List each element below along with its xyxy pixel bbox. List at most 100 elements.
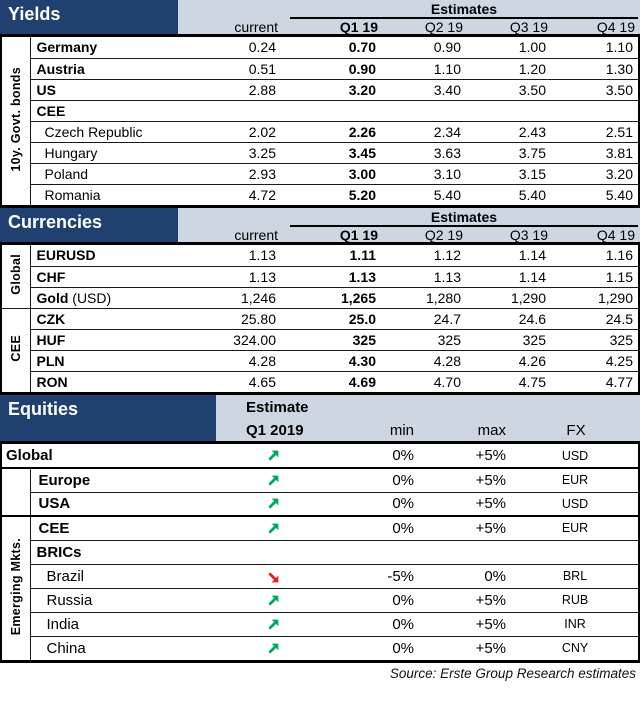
row-label: CHF (30, 265, 178, 287)
trend-up-icon (265, 641, 281, 657)
row-label: BRICs (30, 539, 639, 564)
value-cell: 3.50 (466, 78, 551, 100)
currencies-col-current: current (234, 227, 278, 243)
value-cell: 1,290 (551, 286, 638, 308)
equities-header-band: Estimate Q1 2019 min max FX (216, 395, 640, 441)
yields-table: 10y. Govt. bonds Germany 0.24 0.70 0.90 1.00 1… (0, 37, 640, 208)
yields-header: Yields Estimates current Q1 19 Q2 19 Q3 … (0, 0, 640, 37)
estimate-cell (216, 515, 331, 540)
max-cell: +5% (420, 491, 513, 516)
currencies-side-label: CEE (2, 307, 31, 392)
value-cell: 1.20 (466, 57, 551, 79)
value-cell: 25.0 (281, 307, 381, 329)
estimate-cell (216, 444, 330, 468)
row-label: Brazil (30, 563, 217, 588)
max-cell: +5% (420, 635, 513, 660)
fx-cell: BRL (512, 563, 639, 588)
row-label: CEE (30, 515, 217, 540)
row-label: Hungary (30, 141, 178, 163)
value-cell: 325 (281, 328, 381, 350)
value-cell: 3.00 (281, 162, 381, 184)
estimate-cell (216, 467, 331, 492)
row-label: PLN (30, 349, 178, 371)
currencies-col-q4: Q4 19 (596, 227, 635, 243)
equities-side-label: Emerging Mkts. (2, 515, 31, 660)
value-cell: 2.26 (281, 120, 381, 142)
equities-table: Global 0% +5% USD Europe 0% +5% EUR USA 0% +5% USD E… (0, 444, 640, 663)
value-cell: 3.25 (178, 141, 281, 163)
estimate-cell (216, 611, 331, 636)
value-cell: 4.25 (551, 349, 638, 371)
yields-side-label: 10y. Govt. bonds (2, 37, 31, 205)
value-cell: 0.24 (248, 39, 276, 56)
row-label: Poland (30, 162, 178, 184)
yields-col-current: current (234, 19, 278, 35)
currencies-col-q2: Q2 19 (424, 227, 463, 243)
min-cell: 0% (330, 635, 421, 660)
value-cell: 24.7 (381, 307, 466, 329)
value-cell: 4.70 (381, 370, 466, 392)
yields-col-q3: Q3 19 (509, 19, 548, 35)
currencies-table: Global EURUSD 1.13 1.11 1.12 1.14 1.16 CHF 1.13 1… (0, 245, 640, 395)
value-cell: 2.88 (178, 78, 281, 100)
value-cell: 3.40 (381, 78, 466, 100)
equities-section: Equities Estimate Q1 2019 min max FX Glo… (0, 395, 640, 663)
value-cell: 3.15 (466, 162, 551, 184)
min-cell: 0% (330, 587, 421, 612)
currencies-side-label-text: Global (8, 254, 23, 296)
value-cell: 4.75 (466, 370, 551, 392)
row-label: Russia (30, 587, 217, 612)
value-cell: 4.72 (178, 183, 281, 205)
max-cell: +5% (475, 447, 507, 464)
equities-estimate-label: Estimate (246, 399, 309, 416)
fx-cell: INR (512, 611, 639, 636)
value-cell: 2.02 (178, 120, 281, 142)
value-cell: 324.00 (178, 328, 281, 350)
equities-col-q1-2019: Q1 2019 (246, 422, 304, 439)
currencies-section: Currencies Estimates current Q1 19 Q2 19… (0, 208, 640, 395)
yields-col-q1: Q1 19 (339, 19, 378, 35)
trend-up-icon (265, 473, 281, 489)
currencies-side-label-text: CEE (8, 335, 23, 363)
row-label-suffix: (USD) (68, 289, 112, 306)
currencies-estimates-label: Estimates (290, 208, 638, 227)
fx-cell: RUB (512, 587, 639, 612)
trend-up-icon (265, 593, 281, 609)
value-cell: 1.11 (349, 247, 376, 264)
yields-side-label-text: 10y. Govt. bonds (8, 67, 23, 172)
currencies-col-q1: Q1 19 (339, 227, 378, 243)
min-cell: 0% (330, 491, 421, 516)
value-cell: 1,290 (466, 286, 551, 308)
fx-cell: USD (512, 491, 639, 516)
equities-col-min: min (389, 422, 414, 439)
estimate-cell (216, 635, 331, 660)
value-cell: 1.15 (551, 265, 638, 287)
value-cell: 25.80 (178, 307, 281, 329)
equities-col-max: max (477, 422, 506, 439)
row-label: Czech Republic (30, 120, 178, 142)
value-cell: 4.28 (178, 349, 281, 371)
value-cell: 325 (466, 328, 551, 350)
value-cell: 24.6 (466, 307, 551, 329)
fx-cell: CNY (512, 635, 639, 660)
currencies-title: Currencies (0, 208, 178, 242)
yields-col-q2: Q2 19 (424, 19, 463, 35)
row-label: Europe (30, 467, 217, 492)
value-cell: 24.5 (551, 307, 638, 329)
value-cell: 5.40 (381, 183, 466, 205)
value-cell: 4.69 (281, 370, 381, 392)
value-cell: 3.20 (281, 78, 381, 100)
value-cell: 3.20 (551, 162, 638, 184)
yields-title: Yields (0, 0, 178, 34)
row-label-main: Gold (36, 289, 69, 306)
row-label: USA (30, 491, 217, 516)
value-cell: 1.30 (551, 57, 638, 79)
currencies-header: Currencies Estimates current Q1 19 Q2 19… (0, 208, 640, 245)
yields-header-band: Estimates current Q1 19 Q2 19 Q3 19 Q4 1… (178, 0, 640, 35)
value-cell: 5.20 (281, 183, 381, 205)
row-label: CEE (30, 99, 638, 121)
row-label: RON (30, 370, 178, 392)
value-cell: 325 (381, 328, 466, 350)
currencies-header-band: Estimates current Q1 19 Q2 19 Q3 19 Q4 1… (178, 208, 640, 243)
value-cell: 4.28 (381, 349, 466, 371)
